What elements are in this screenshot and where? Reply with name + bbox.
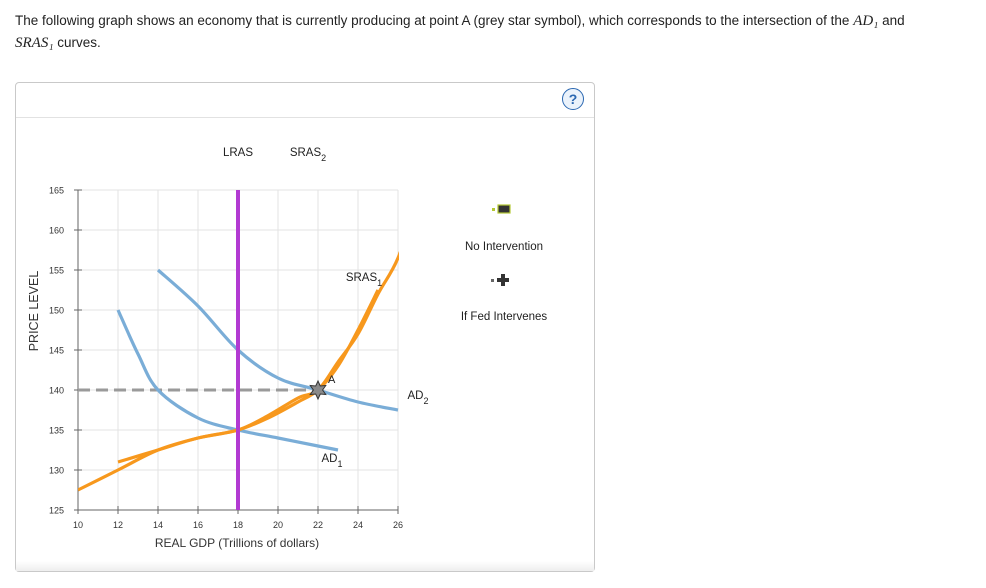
x-tick-label: 26	[393, 520, 403, 530]
plus-icon	[497, 274, 509, 286]
legend-fed-intervenes-label: If Fed Intervenes	[461, 311, 548, 323]
y-tick-label: 160	[49, 226, 64, 236]
panel-toolbar: ?	[16, 83, 594, 118]
legend-no-intervention-tool[interactable]	[492, 204, 511, 214]
prompt-text-1: The following graph shows an economy tha…	[15, 13, 854, 28]
x-tick-label: 18	[233, 520, 243, 530]
y-tick-label: 140	[49, 386, 64, 396]
legend: No Intervention If Fed Intervenes	[461, 204, 548, 323]
legend-fed-intervenes-tool[interactable]	[491, 274, 509, 286]
x-axis-label: REAL GDP (Trillions of dollars)	[155, 536, 319, 550]
legend-dot-icon	[492, 208, 495, 211]
point-a-label: A	[328, 374, 336, 386]
x-tick-label: 22	[313, 520, 323, 530]
legend-no-intervention-label: No Intervention	[465, 241, 543, 253]
curve-sras2	[117, 251, 399, 464]
curve-label-sras2: SRAS2	[290, 147, 326, 163]
prompt-ad1: AD₁	[853, 13, 879, 29]
x-tick-label: 12	[113, 520, 123, 530]
labels-layer: A LRAS SRAS1 SRAS2 AD1 AD2	[223, 147, 429, 469]
y-tick-label: 135	[49, 426, 64, 436]
y-tick-label: 145	[49, 346, 64, 356]
x-tick-label: 24	[353, 520, 363, 530]
question-prompt: The following graph shows an economy tha…	[15, 10, 965, 54]
prompt-text-3: curves.	[53, 35, 101, 50]
curve-ad1	[116, 309, 339, 452]
help-icon[interactable]: ?	[562, 88, 584, 110]
x-tick-label: 16	[193, 520, 203, 530]
prompt-text-2: and	[878, 13, 905, 28]
y-tick-label: 165	[49, 186, 64, 196]
curves-layer	[78, 190, 399, 510]
y-tick-label: 150	[49, 306, 64, 316]
panel-bottom-edge	[16, 561, 594, 571]
curve-label-ad2: AD2	[408, 390, 429, 406]
curve-ad2	[156, 268, 399, 412]
point-a-star-icon	[309, 379, 327, 401]
curve-label-sras1: SRAS1	[346, 272, 382, 288]
y-axis-label: PRICE LEVEL	[27, 271, 41, 352]
legend-dot-icon	[491, 279, 494, 282]
curve-label-lras: LRAS	[223, 147, 253, 159]
prompt-sras1: SRAS₁	[15, 35, 54, 51]
curve-label-ad1: AD1	[322, 453, 343, 469]
y-tick-label: 155	[49, 266, 64, 276]
economy-chart: 125 130 135 140 145 150 155 160 165 10 12 14 16 18 20 2…	[27, 147, 548, 550]
y-tick-label: 125	[49, 506, 64, 516]
y-tick-label: 130	[49, 466, 64, 476]
x-tick-label: 10	[73, 520, 83, 530]
x-tick-label: 14	[153, 520, 163, 530]
graph-panel: ? 125 130 135 140 145 150 155 160 165 10 12 14 16 18 2…	[15, 82, 595, 572]
legend-square-icon	[497, 204, 511, 214]
x-tick-label: 20	[273, 520, 283, 530]
